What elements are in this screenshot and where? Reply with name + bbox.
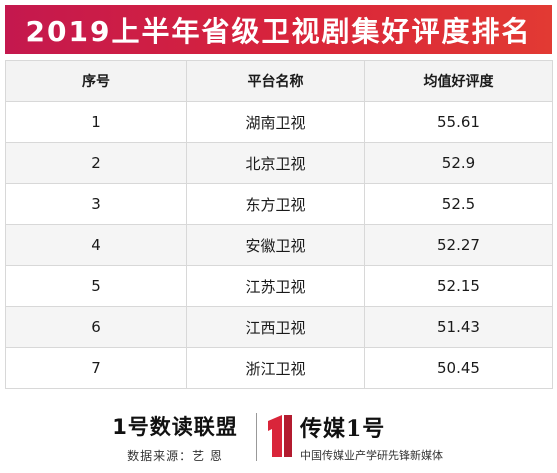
cell-score: 52.15 [364,265,553,307]
cell-rank: 1 [5,101,187,143]
ranking-table: 序号 平台名称 均值好评度 1 湖南卫视 55.61 2 北京卫视 52.9 3… [5,60,553,389]
cell-rank: 7 [5,347,187,389]
table-row: 7 浙江卫视 50.45 [5,347,553,389]
brand-right-name: 传媒1号 [300,416,386,442]
brand-left-name: 1号数读联盟 [112,415,238,439]
table-row: 5 江苏卫视 52.15 [5,265,553,307]
cell-platform: 湖南卫视 [186,101,365,143]
cell-score: 52.9 [364,142,553,184]
brand-right: 传媒1号 中国传媒业产学研先锋新媒体 [300,411,470,463]
cell-platform: 北京卫视 [186,142,365,184]
footer: 1号数读联盟 数据来源：艺 恩 传媒1号 中国传媒业产学研先锋新媒体 [0,405,557,473]
table-row: 1 湖南卫视 55.61 [5,101,553,143]
table-row: 6 江西卫视 51.43 [5,306,553,348]
header-rank: 序号 [5,60,187,102]
cell-rank: 4 [5,224,187,266]
cell-platform: 安徽卫视 [186,224,365,266]
cell-score: 50.45 [364,347,553,389]
red-number-one-logo-icon [264,413,294,459]
cell-rank: 6 [5,306,187,348]
cell-rank: 3 [5,183,187,225]
data-source: 数据来源：艺 恩 [127,449,223,463]
cell-platform: 东方卫视 [186,183,365,225]
table-header-row: 序号 平台名称 均值好评度 [5,60,553,102]
cell-platform: 浙江卫视 [186,347,365,389]
cell-score: 55.61 [364,101,553,143]
brand-left: 1号数读联盟 数据来源：艺 恩 [100,411,250,464]
cell-score: 52.27 [364,224,553,266]
title-bar: 2019上半年省级卫视剧集好评度排名 [5,5,552,54]
cell-rank: 2 [5,142,187,184]
page-title: 2019上半年省级卫视剧集好评度排名 [25,14,532,48]
cell-platform: 江苏卫视 [186,265,365,307]
footer-divider [256,413,257,461]
cell-platform: 江西卫视 [186,306,365,348]
cell-rank: 5 [5,265,187,307]
header-score: 均值好评度 [364,60,553,102]
table-row: 4 安徽卫视 52.27 [5,224,553,266]
table-row: 3 东方卫视 52.5 [5,183,553,225]
cell-score: 51.43 [364,306,553,348]
cell-score: 52.5 [364,183,553,225]
brand-right-tagline: 中国传媒业产学研先锋新媒体 [300,449,443,462]
header-platform: 平台名称 [186,60,365,102]
table-row: 2 北京卫视 52.9 [5,142,553,184]
